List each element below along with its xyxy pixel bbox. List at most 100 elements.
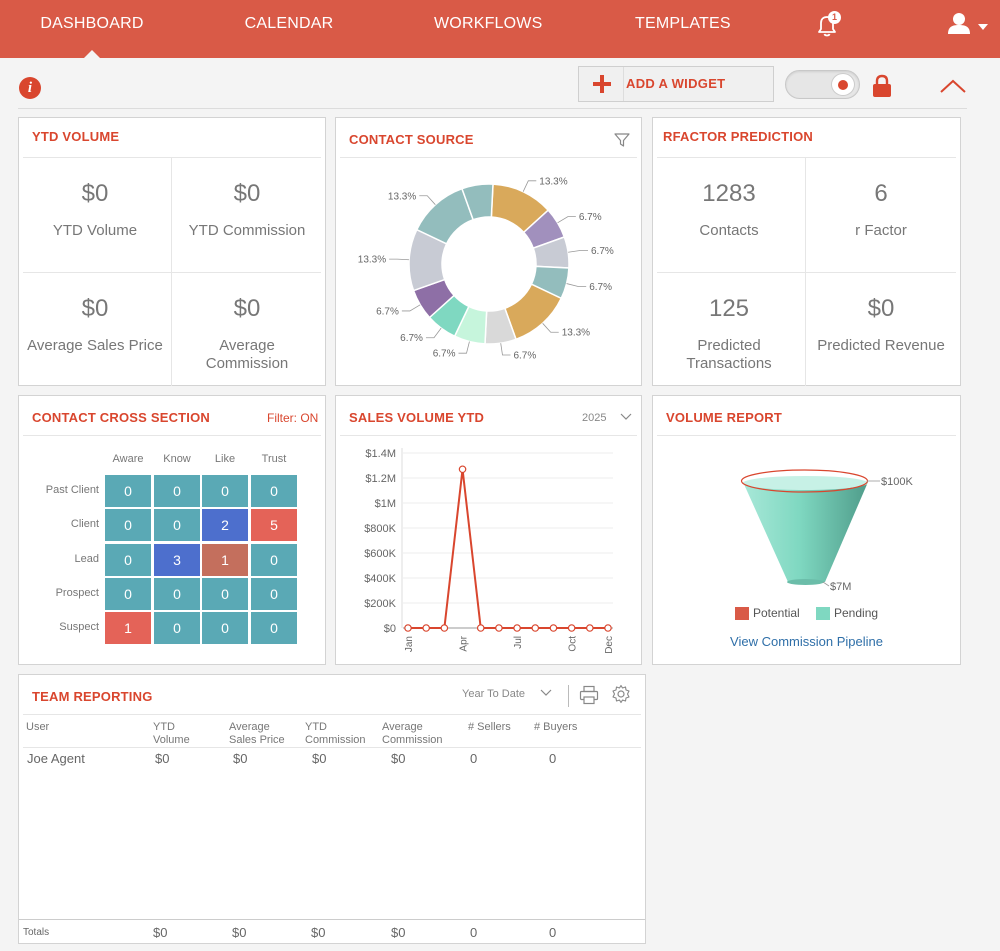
line-point[interactable] xyxy=(604,624,612,632)
cross-section-cell[interactable]: 0 xyxy=(251,578,297,610)
stat-predicted-transactions: 125 Predicted Transactions xyxy=(679,295,779,373)
edit-mode-toggle[interactable] xyxy=(785,70,860,99)
column-header: Average Sales Price xyxy=(229,721,285,746)
nav-dashboard[interactable]: DASHBOARD xyxy=(40,0,144,58)
add-widget-label: ADD A WIDGET xyxy=(626,76,726,91)
cross-section-cell[interactable]: 0 xyxy=(202,612,248,644)
cross-section-cell[interactable]: 0 xyxy=(105,475,151,507)
stat-label: r Factor xyxy=(855,222,907,239)
ytd-volume-widget: YTD VOLUME $0 YTD Volume $0 YTD Commissi… xyxy=(18,117,326,386)
funnel-top xyxy=(743,476,868,490)
lock-icon[interactable] xyxy=(872,74,892,98)
donut-label-leader xyxy=(425,327,442,339)
cross-section-cell[interactable]: 3 xyxy=(154,544,200,576)
cross-section-cell[interactable]: 0 xyxy=(154,612,200,644)
print-icon[interactable] xyxy=(579,685,599,705)
cross-section-cell[interactable]: 0 xyxy=(105,509,151,541)
line-point[interactable] xyxy=(531,624,540,632)
volume-report-widget: VOLUME REPORT $100K $7M Potential Pendin… xyxy=(652,395,961,665)
y-tick-label: $1.2M xyxy=(365,473,396,485)
view-commission-pipeline-link[interactable]: View Commission Pipeline xyxy=(730,634,883,649)
cross-section-cell[interactable]: 0 xyxy=(202,475,248,507)
line-point[interactable] xyxy=(549,624,558,632)
legend-swatch-pending xyxy=(816,607,830,620)
divider xyxy=(23,714,641,715)
line-point[interactable] xyxy=(567,624,576,632)
info-icon[interactable]: i xyxy=(19,77,41,99)
line-point[interactable] xyxy=(440,624,449,632)
donut-label-leader xyxy=(542,323,559,333)
column-header: Aware xyxy=(112,453,144,465)
column-header: # Buyers xyxy=(534,721,578,733)
table-row[interactable]: Joe Agent $0 $0 $0 $0 0 0 xyxy=(19,751,639,771)
cross-section-cell[interactable]: 0 xyxy=(202,578,248,610)
column-header: Trust xyxy=(261,453,287,465)
cross-section-cell[interactable]: 0 xyxy=(154,475,200,507)
line-point[interactable] xyxy=(586,624,594,632)
stat-r-factor: 6 r Factor xyxy=(805,180,957,240)
divider xyxy=(18,108,967,109)
stat-label: YTD Commission xyxy=(188,222,306,239)
collapse-chevron-up-icon[interactable] xyxy=(940,77,966,95)
chevron-down-icon xyxy=(540,689,552,696)
cross-section-cell[interactable]: 0 xyxy=(105,578,151,610)
donut-slice[interactable] xyxy=(461,183,494,221)
settings-gear-icon[interactable] xyxy=(611,684,631,704)
period-select[interactable]: Year To Date xyxy=(462,675,552,713)
divider xyxy=(657,435,956,436)
stat-average-commission: $0 Average Commission xyxy=(196,295,298,373)
cross-section-cell[interactable]: 2 xyxy=(202,509,248,541)
nav-calendar[interactable]: CALENDAR xyxy=(244,15,334,32)
widget-title: CONTACT CROSS SECTION xyxy=(32,410,211,425)
line-point[interactable] xyxy=(404,624,412,632)
cross-section-cell[interactable]: 0 xyxy=(251,612,297,644)
user-menu[interactable] xyxy=(946,12,992,38)
donut-slice-label: 6.7% xyxy=(589,282,612,293)
notifications-bell-icon[interactable]: 1 xyxy=(812,10,842,40)
totals-cell: 0 xyxy=(549,925,557,940)
line-point[interactable] xyxy=(495,624,503,632)
totals-label: Totals xyxy=(23,927,50,938)
cross-section-cell[interactable]: 1 xyxy=(105,612,151,644)
cross-section-cell[interactable]: 0 xyxy=(251,544,297,576)
x-tick-label: Jan xyxy=(404,636,415,652)
stat-average-sales-price: $0 Average Sales Price xyxy=(19,295,171,355)
contact-cross-section-widget: CONTACT CROSS SECTION Filter: ON Aware Kn… xyxy=(18,395,326,665)
row-header: Past Client xyxy=(45,484,99,496)
cross-section-cell[interactable]: 0 xyxy=(251,475,297,507)
cross-section-cell[interactable]: 0 xyxy=(105,544,151,576)
donut-slice-label: 13.3% xyxy=(358,255,386,266)
stat-value: $0 xyxy=(233,180,261,207)
donut-slice-label: 13.3% xyxy=(562,328,590,339)
line-point[interactable] xyxy=(513,624,521,632)
line-point[interactable] xyxy=(422,624,430,632)
notification-count-badge: 1 xyxy=(828,11,841,24)
line-point[interactable] xyxy=(476,624,485,632)
year-select-value: 2025 xyxy=(582,412,607,424)
row-header: Client xyxy=(70,518,99,530)
cross-section-cell[interactable]: 5 xyxy=(251,509,297,541)
table-cell: 0 xyxy=(549,751,557,766)
cross-section-cell[interactable]: 1 xyxy=(202,544,248,576)
donut-label-leader xyxy=(557,216,576,224)
nav-workflows[interactable]: WORKFLOWS xyxy=(434,15,543,32)
add-widget-button[interactable]: ADD A WIDGET xyxy=(578,66,774,102)
totals-cell: $0 xyxy=(311,925,326,940)
widget-title: VOLUME REPORT xyxy=(666,410,782,425)
cross-section-cell[interactable]: 0 xyxy=(154,578,200,610)
plus-icon xyxy=(591,73,613,95)
x-tick-label: Apr xyxy=(459,635,470,651)
line-point[interactable] xyxy=(458,465,467,474)
nav-templates[interactable]: TEMPLATES xyxy=(635,15,731,32)
y-tick-label: $0 xyxy=(384,623,396,635)
year-select[interactable]: 2025 xyxy=(582,399,632,437)
filter-status-link[interactable]: Filter: ON xyxy=(267,411,319,425)
cross-section-cell[interactable]: 0 xyxy=(154,509,200,541)
table-cell: $0 xyxy=(155,751,170,766)
y-tick-label: $600K xyxy=(364,548,396,560)
filter-funnel-icon[interactable] xyxy=(614,132,630,148)
funnel-top-label: $100K xyxy=(881,476,913,488)
team-reporting-widget: TEAM REPORTING Year To Date User YTD Volu… xyxy=(18,674,646,944)
funnel-bottom-label: $7M xyxy=(830,581,851,593)
y-tick-label: $1.4M xyxy=(365,448,396,460)
